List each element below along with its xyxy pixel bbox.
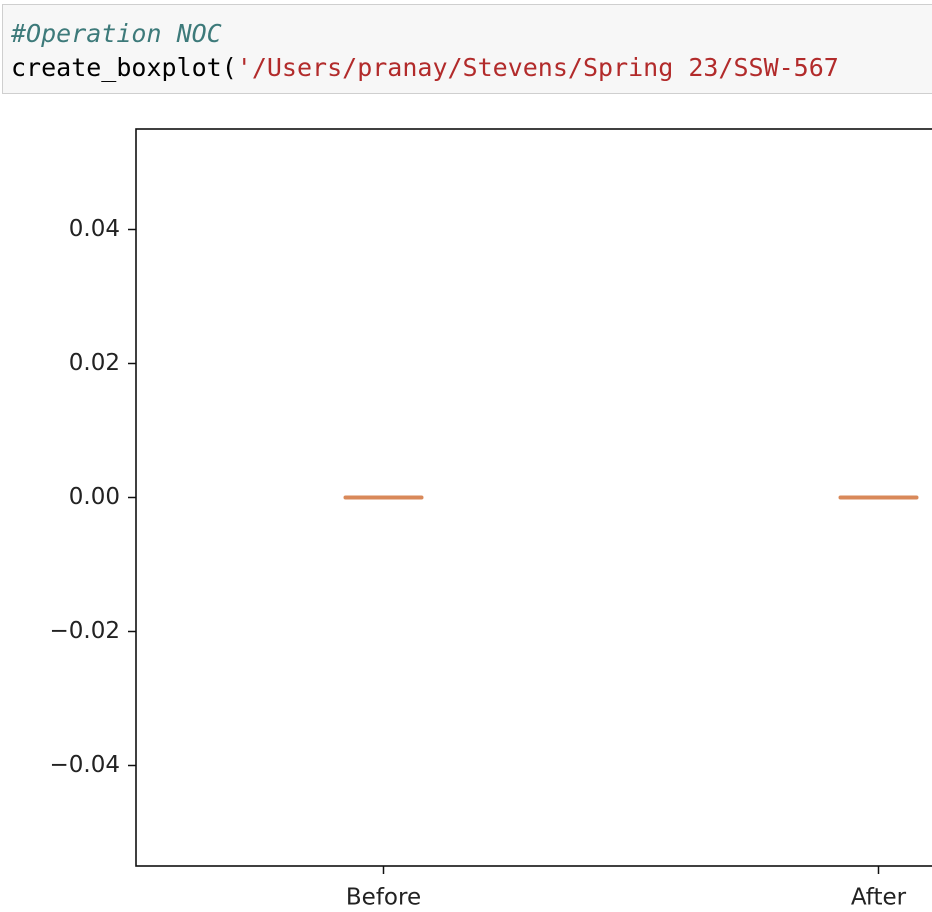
- code-call: create_boxplot(: [11, 53, 237, 82]
- y-tick-label: 0.04: [69, 216, 120, 242]
- axes-frame: [135, 128, 932, 867]
- x-tick-label: After: [851, 885, 907, 911]
- code-string: '/Users/pranay/Stevens/Spring 23/SSW-567: [236, 53, 839, 82]
- y-tick-label: −0.04: [50, 752, 120, 778]
- y-tick-label: 0.02: [69, 350, 120, 376]
- y-tick-label: 0.00: [69, 484, 120, 510]
- code-cell[interactable]: #Operation NOC create_boxplot('/Users/pr…: [2, 4, 932, 94]
- code-comment: #Operation NOC: [11, 19, 222, 48]
- y-tick-label: −0.02: [50, 618, 120, 644]
- x-tick-label: Before: [346, 885, 421, 911]
